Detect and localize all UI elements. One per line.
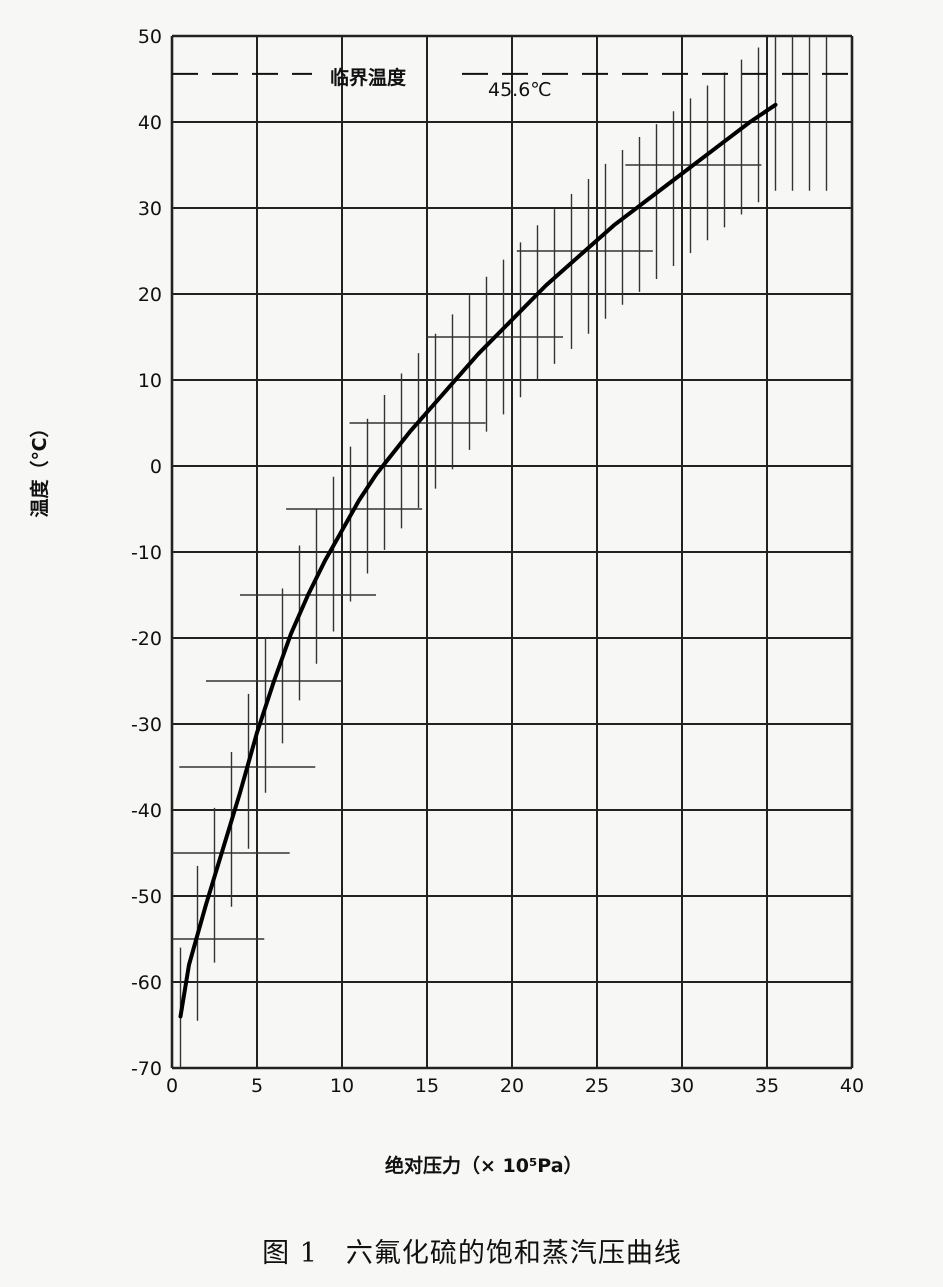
y-tick-label: -10	[131, 542, 162, 564]
grid-layer	[170, 34, 854, 1070]
x-tick-label: 20	[500, 1075, 524, 1097]
x-tick-label: 40	[840, 1075, 864, 1097]
hatch-layer	[172, 36, 828, 1068]
x-tick-label: 25	[585, 1075, 609, 1097]
y-tick-label: 50	[138, 26, 162, 48]
y-tick-label: -20	[131, 628, 162, 650]
y-tick-label: -40	[131, 800, 162, 822]
x-tick-label: 35	[755, 1075, 779, 1097]
x-tick-label: 15	[415, 1075, 439, 1097]
y-axis-label: 温度（℃）	[28, 418, 51, 517]
x-axis-label: 绝对压力（× 10⁵Pa）	[385, 1154, 583, 1177]
figure-caption: 图 1 六氟化硫的饱和蒸汽压曲线	[262, 1238, 682, 1269]
y-tick-label: -70	[131, 1058, 162, 1080]
y-tick-label: 0	[150, 456, 162, 478]
x-tick-label: 10	[330, 1075, 354, 1097]
curve-layer	[178, 102, 778, 1019]
critical-temperature-label: 临界温度	[330, 66, 407, 89]
saturation-curve	[178, 102, 778, 1019]
critical-temperature-value: 45.6℃	[488, 79, 552, 101]
y-tick-label: -30	[131, 714, 162, 736]
x-tick-label: 30	[670, 1075, 694, 1097]
y-tick-label: -60	[131, 972, 162, 994]
x-tick-label: 0	[166, 1075, 178, 1097]
y-tick-label: 40	[138, 112, 162, 134]
x-tick-label: 5	[251, 1075, 263, 1097]
y-tick-label: -50	[131, 886, 162, 908]
y-tick-label: 30	[138, 198, 162, 220]
y-tick-label: 20	[138, 284, 162, 306]
y-tick-label: 10	[138, 370, 162, 392]
